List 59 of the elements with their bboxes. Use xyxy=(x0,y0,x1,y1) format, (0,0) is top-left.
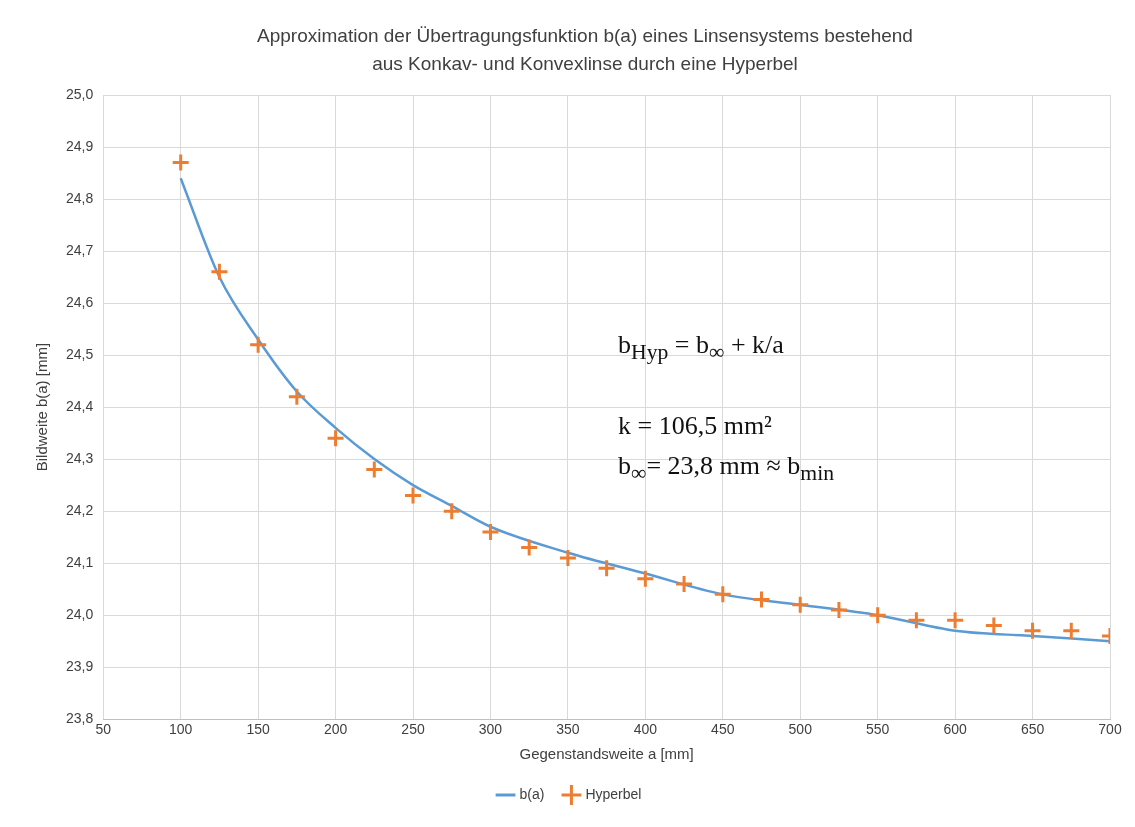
point xyxy=(829,600,849,620)
point xyxy=(364,460,384,480)
y-tick-label: 24,6 xyxy=(66,293,94,310)
point xyxy=(326,428,346,448)
y-tick-label: 23,9 xyxy=(66,658,94,675)
chart-title: Approximation der Übertragungsfunktion b(a) eines Linsensystems bestehend aus Konkav- und Konvexlinse durch eine Hyperbel xyxy=(256,24,914,76)
point xyxy=(713,584,733,604)
legend-label: b(a) xyxy=(519,785,545,802)
x-tick-label: 600 xyxy=(943,721,968,738)
x-tick-label: 300 xyxy=(478,721,503,738)
x-tick-label: 150 xyxy=(246,721,271,738)
x-tick-label: 650 xyxy=(1020,721,1045,738)
point xyxy=(752,590,772,610)
point xyxy=(1023,621,1043,641)
point xyxy=(1061,621,1081,641)
x-tick-label: 700 xyxy=(1098,721,1122,738)
annotation: b$_{Hyp}$ = b$_{∞}$ + k/a xyxy=(618,329,785,367)
point xyxy=(790,595,810,615)
point xyxy=(558,548,578,568)
point xyxy=(287,387,307,407)
y-tick-label: 24,4 xyxy=(66,397,94,414)
point xyxy=(945,610,965,630)
y-tick-label: 24,9 xyxy=(66,137,94,154)
y-tick-label: 25,0 xyxy=(66,85,94,102)
annotation: b$_{∞}$= 23,8 mm ≈ b$_{min}$ xyxy=(618,450,835,488)
point xyxy=(984,616,1004,636)
x-tick-label: 200 xyxy=(323,721,348,738)
annotation: k = 106,5 mm² xyxy=(618,410,773,443)
point xyxy=(442,501,462,521)
y-tick-label: 24,5 xyxy=(66,345,94,362)
point xyxy=(248,335,268,355)
y-tick-label: 24,2 xyxy=(66,501,94,518)
x-tick-label: 50 xyxy=(95,721,112,738)
point xyxy=(635,569,655,589)
point xyxy=(519,538,539,558)
y-tick-label: 24,1 xyxy=(66,554,94,571)
x-axis-title: Gegenstandsweite a [mm] xyxy=(519,745,694,763)
x-tick-label: 250 xyxy=(401,721,425,738)
y-axis-title: Bildweite b(a) [mm] xyxy=(33,342,51,472)
y-tick-label: 23,8 xyxy=(66,710,94,727)
legend-label: Hyperbel xyxy=(585,785,642,802)
x-tick-label: 400 xyxy=(633,721,658,738)
point xyxy=(480,522,500,542)
y-tick-label: 24,7 xyxy=(66,241,94,258)
y-tick-label: 24,3 xyxy=(66,449,94,466)
point xyxy=(171,153,191,173)
x-tick-label: 550 xyxy=(865,721,890,738)
x-tick-label: 100 xyxy=(169,721,193,738)
x-tick-label: 350 xyxy=(556,721,580,738)
point xyxy=(906,610,926,630)
y-tick-label: 24,0 xyxy=(66,606,94,623)
x-tick-label: 450 xyxy=(711,721,735,738)
x-tick-label: 500 xyxy=(788,721,813,738)
point xyxy=(597,558,617,578)
point xyxy=(209,262,229,282)
y-tick-label: 24,8 xyxy=(66,189,94,206)
point xyxy=(674,574,694,594)
point xyxy=(868,605,888,625)
point xyxy=(403,486,423,506)
